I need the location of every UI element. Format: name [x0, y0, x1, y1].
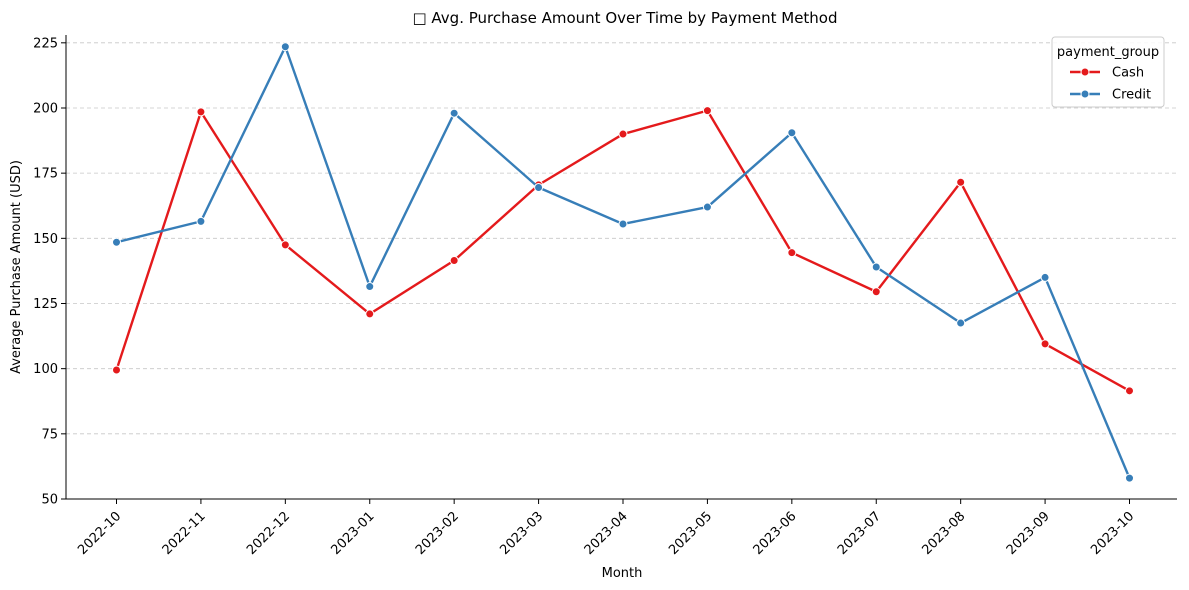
legend-cash-label: Cash	[1112, 66, 1144, 81]
x-axis-label: Month	[602, 566, 643, 581]
legend-box	[1051, 36, 1165, 108]
credit-point	[280, 42, 290, 52]
x-tick-label: 2022-12	[244, 509, 293, 558]
credit-point	[702, 202, 712, 212]
x-tick-label: 2023-08	[919, 509, 968, 558]
x-tick-label: 2023-09	[1004, 509, 1053, 558]
series-credit	[112, 42, 1134, 483]
cash-point	[787, 248, 797, 258]
x-tick-label: 2023-02	[413, 509, 462, 558]
x-tick-label: 2022-11	[160, 509, 209, 558]
credit-point	[956, 318, 966, 328]
y-tick-label: 175	[33, 167, 58, 182]
cash-point	[280, 240, 290, 250]
credit-point	[365, 282, 375, 292]
credit-point	[449, 108, 459, 118]
x-tick-label: 2022-10	[75, 509, 124, 558]
y-tick-label: 200	[33, 101, 58, 116]
x-tick-label: 2023-05	[666, 509, 715, 558]
cash-point	[196, 107, 206, 117]
y-tick-label: 50	[41, 493, 58, 508]
y-tick-label: 100	[33, 362, 58, 377]
cash-point	[112, 365, 121, 375]
y-tick-label: 75	[41, 427, 58, 442]
cash-point	[1125, 386, 1134, 396]
credit-line	[116, 45, 1131, 479]
x-tick-label: 2023-01	[329, 509, 378, 558]
cash-point	[618, 129, 628, 139]
credit-point	[112, 237, 121, 247]
y-tick-label: 125	[33, 297, 58, 312]
legend-credit-label: Credit	[1112, 88, 1151, 103]
credit-point	[787, 128, 797, 138]
legend: payment_group Cash Credit	[1051, 36, 1165, 108]
gridlines	[66, 42, 1177, 500]
y-axis-label: Average Purchase Amount (USD)	[9, 160, 24, 374]
legend-cash-marker	[1080, 67, 1090, 77]
cash-point	[871, 287, 881, 297]
x-tick-label: 2023-07	[835, 509, 884, 558]
cash-point	[956, 177, 966, 187]
credit-point	[1125, 473, 1134, 483]
x-tick-label: 2023-04	[582, 509, 631, 558]
credit-point	[534, 182, 544, 192]
cash-point	[702, 106, 712, 116]
cash-point	[449, 255, 459, 265]
series-cash	[112, 106, 1134, 396]
legend-title: payment_group	[1057, 45, 1159, 60]
plot-frame	[65, 35, 1177, 500]
x-tick-label: 2023-03	[497, 509, 546, 558]
x-axis: 2022-10 2022-11 2022-12 2023-01 2023-02 2023-…	[75, 499, 1137, 558]
credit-point	[618, 219, 628, 229]
x-tick-label: 2023-10	[1088, 509, 1137, 558]
y-tick-label: 225	[33, 36, 58, 51]
credit-point	[196, 216, 206, 226]
x-tick-label: 2023-06	[751, 509, 800, 558]
cash-point	[365, 309, 375, 319]
y-axis: 50 75 100 125 150 175 200 225	[33, 36, 66, 508]
credit-point	[871, 262, 881, 272]
series-group	[112, 42, 1134, 483]
legend-credit-marker	[1080, 89, 1090, 99]
y-tick-label: 150	[33, 232, 58, 247]
chart-title: □ Avg. Purchase Amount Over Time by Paym…	[412, 9, 837, 27]
credit-point	[1040, 272, 1050, 282]
cash-point	[1040, 339, 1050, 349]
cash-line	[115, 109, 1131, 392]
